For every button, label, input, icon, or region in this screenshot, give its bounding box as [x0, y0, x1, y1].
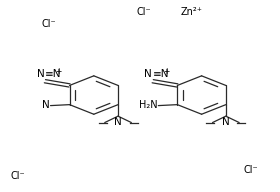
Text: N: N	[114, 117, 122, 127]
Text: +: +	[163, 67, 169, 76]
Text: ≡N: ≡N	[45, 69, 62, 79]
Text: N: N	[42, 100, 50, 110]
Text: +: +	[55, 67, 61, 76]
Text: Cl⁻: Cl⁻	[243, 165, 258, 175]
Text: Cl⁻: Cl⁻	[11, 171, 25, 181]
Text: N: N	[37, 69, 44, 79]
Text: Cl⁻: Cl⁻	[137, 7, 151, 17]
Text: Zn²⁺: Zn²⁺	[181, 7, 203, 17]
Text: H₂N: H₂N	[139, 100, 158, 110]
Text: Cl⁻: Cl⁻	[42, 19, 56, 29]
Text: N: N	[222, 117, 230, 127]
Text: N: N	[144, 69, 152, 79]
Text: ≡N: ≡N	[153, 69, 169, 79]
